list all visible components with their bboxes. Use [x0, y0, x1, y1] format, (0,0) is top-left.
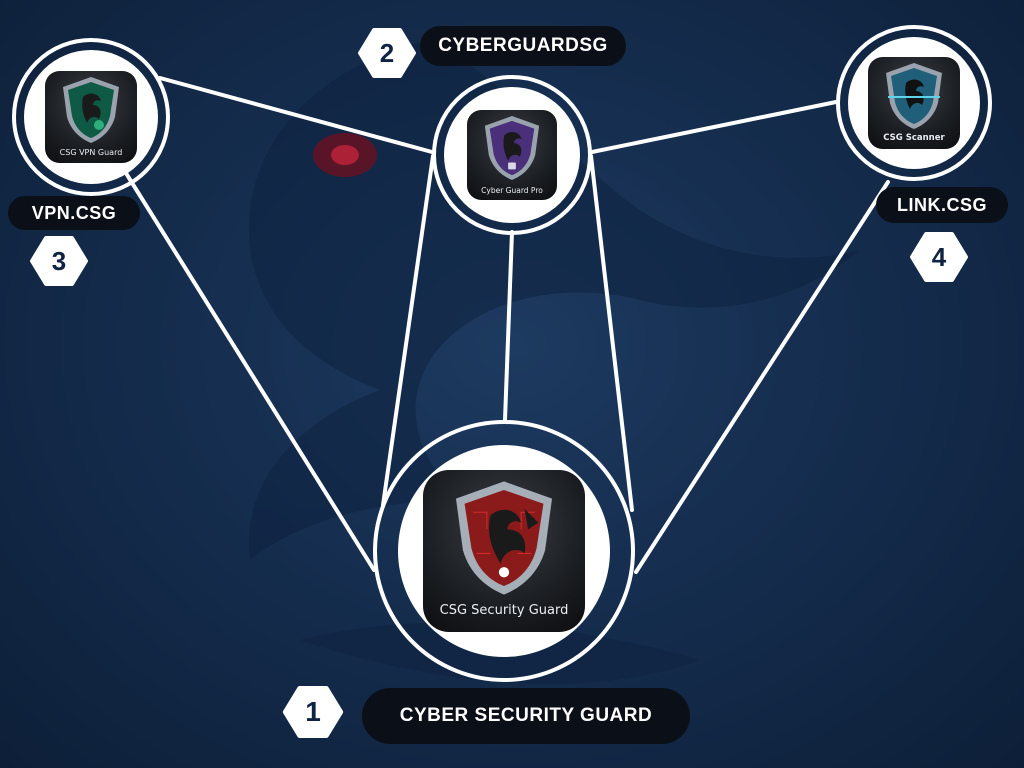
csg-scanner-app-label: CSG Scanner	[883, 133, 945, 143]
node-csg-security-guard-ring: CSG Security Guard	[398, 445, 610, 657]
purple-shield-icon	[484, 116, 540, 180]
connector-vpn-main	[122, 168, 376, 572]
node-csg-security-guard[interactable]: CSG Security Guard	[373, 420, 635, 682]
node-csg-scanner[interactable]: CSG Scanner	[836, 25, 992, 181]
csg-security-guard-app-label: CSG Security Guard	[439, 603, 569, 618]
node-cyber-guard-pro-ring: Cyber Guard Pro	[444, 87, 580, 223]
green-shield-icon	[63, 77, 119, 143]
number-4-text: 4	[931, 241, 947, 272]
red-shield-icon	[456, 481, 552, 595]
cyan-shield-icon	[886, 63, 942, 129]
node-cyber-guard-pro[interactable]: Cyber Guard Pro	[432, 75, 592, 235]
label-cyber-security-guard: CYBER SECURITY GUARD	[362, 688, 690, 744]
label-vpn-csg: VPN.CSG	[8, 196, 140, 230]
vpn-guard-app-icon: CSG VPN Guard	[45, 71, 137, 163]
vpn-guard-app-label: CSG VPN Guard	[59, 148, 123, 157]
number-2-text: 2	[379, 37, 395, 68]
label-cyberguardsg: CYBERGUARDSG	[420, 26, 626, 66]
node-csg-scanner-ring: CSG Scanner	[848, 37, 980, 169]
number-badge-2: 2	[358, 28, 416, 78]
node-vpn-guard-ring: CSG VPN Guard	[24, 50, 158, 184]
label-link-csg: LINK.CSG	[876, 187, 1008, 223]
number-badge-4: 4	[910, 232, 968, 282]
number-badge-3: 3	[30, 236, 88, 286]
csg-security-guard-app-icon: CSG Security Guard	[423, 470, 585, 632]
number-1-text: 1	[305, 696, 321, 727]
number-badge-1: 1	[282, 686, 344, 738]
cyber-guard-pro-app-label: Cyber Guard Pro	[481, 186, 543, 195]
connector-pro-main-left	[381, 154, 435, 507]
connector-scanner-main	[634, 180, 890, 574]
cyber-guard-pro-app-icon: Cyber Guard Pro	[467, 110, 557, 200]
node-vpn-guard[interactable]: CSG VPN Guard	[12, 38, 170, 196]
connector-pro-main-right	[589, 154, 634, 512]
number-3-text: 3	[51, 245, 67, 276]
connector-scanner-pro	[590, 100, 838, 154]
csg-scanner-app-icon: CSG Scanner	[868, 57, 960, 149]
connector-pro-main-center	[503, 230, 514, 422]
connector-vpn-pro	[158, 76, 434, 154]
